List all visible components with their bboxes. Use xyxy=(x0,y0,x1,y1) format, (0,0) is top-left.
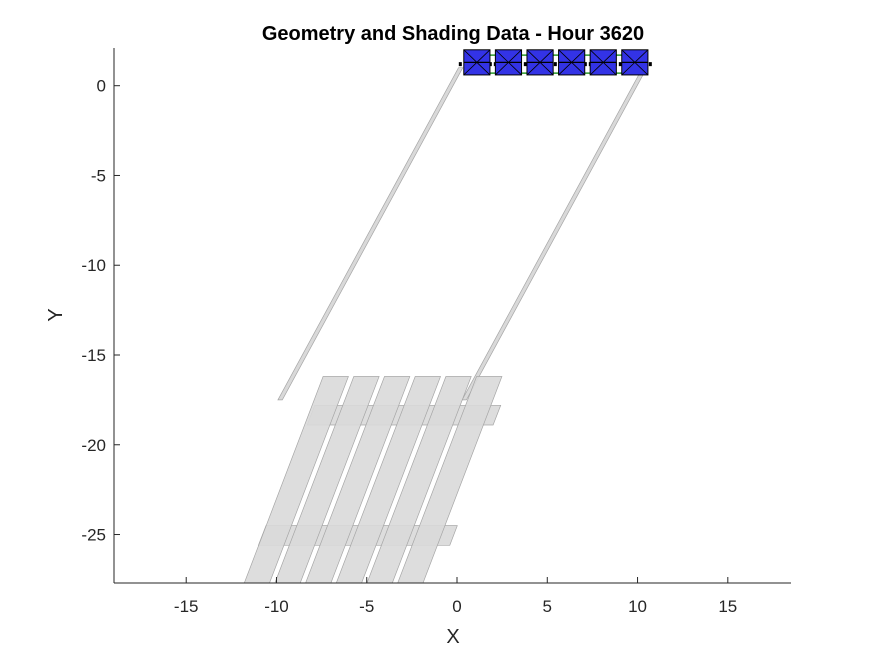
y-tick-label-3: -10 xyxy=(81,256,106,275)
x-tick-label-1: -15 xyxy=(174,597,199,616)
chart-title: Geometry and Shading Data - Hour 3620 xyxy=(262,23,644,45)
shadow-module-3 xyxy=(305,376,411,583)
x-tick-label-7: 15 xyxy=(718,597,737,616)
y-tick-label-2: -5 xyxy=(91,166,106,185)
x-tick-label-2: -10 xyxy=(264,597,289,616)
shadow-module-1 xyxy=(243,376,349,583)
shadow-pole-1 xyxy=(277,67,464,401)
shadow-module-5 xyxy=(366,376,472,583)
module-4 xyxy=(558,49,586,76)
x-tick-label-4: 0 xyxy=(452,597,461,616)
shadow-module-6 xyxy=(397,376,503,583)
x-tick-label-3: -5 xyxy=(359,597,374,616)
module-1 xyxy=(463,49,491,76)
x-tick-label-6: 10 xyxy=(628,597,647,616)
y-tick-label-6: -25 xyxy=(81,526,106,545)
module-6 xyxy=(621,49,649,76)
axes: -15 -10 -5 0 5 10 15 0 -5 -10 -15 -20 -25 xyxy=(81,48,791,616)
y-tick-label-4: -15 xyxy=(81,346,106,365)
plot-area xyxy=(243,49,652,583)
y-axis-label: Y xyxy=(45,308,67,321)
shadow-module-4 xyxy=(335,376,442,583)
y-tick-label-1: 0 xyxy=(97,77,106,96)
x-axis-label: X xyxy=(446,626,459,648)
shadow-module-2 xyxy=(274,376,380,583)
module-3 xyxy=(526,49,554,76)
module-5 xyxy=(589,49,617,76)
module-2 xyxy=(494,49,523,76)
x-tick-label-5: 5 xyxy=(543,597,552,616)
y-tick-label-5: -20 xyxy=(81,436,106,455)
